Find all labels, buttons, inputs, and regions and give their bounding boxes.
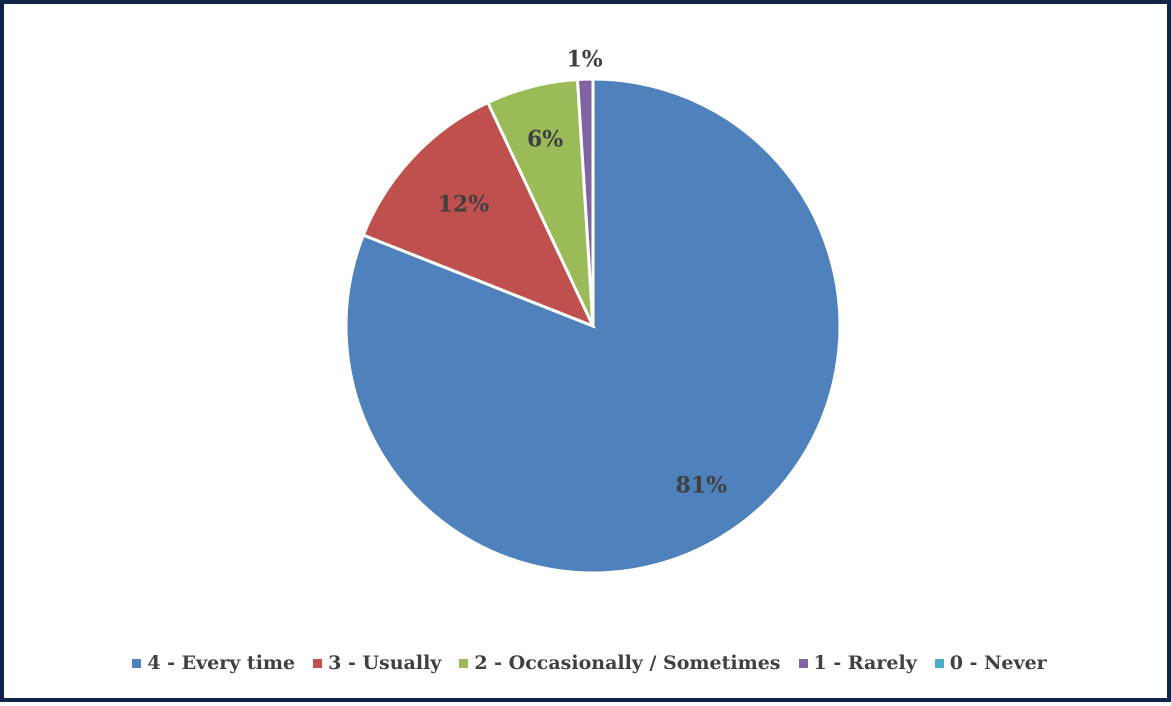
data-label-2-occasionally-sometimes: 6% — [527, 126, 563, 152]
legend-label: 4 - Every time — [147, 652, 296, 674]
legend: 4 - Every time 3 - Usually 2 - Occasiona… — [4, 652, 1171, 674]
legend-item-rarely: 1 - Rarely — [798, 652, 917, 674]
legend-label: 0 - Never — [949, 652, 1047, 674]
data-label-1-rarely: 1% — [567, 46, 603, 72]
legend-swatch — [798, 658, 808, 668]
legend-swatch — [934, 658, 944, 668]
legend-label: 1 - Rarely — [813, 652, 917, 674]
legend-label: 3 - Usually — [328, 652, 442, 674]
pie-data-labels: 81% 12% 6% 1% — [438, 46, 728, 498]
legend-item-usually: 3 - Usually — [313, 652, 441, 674]
legend-swatch — [459, 658, 469, 668]
pie-slice-3-usually — [361, 100, 596, 329]
pie-slices — [344, 77, 842, 575]
data-label-3-usually: 12% — [438, 191, 490, 217]
legend-label: 2 - Occasionally / Sometimes — [474, 652, 781, 674]
legend-item-never: 0 - Never — [934, 652, 1047, 674]
legend-swatch — [132, 658, 142, 668]
pie-chart: 81% 12% 6% 1% — [344, 46, 842, 575]
pie-slice-4-every-time — [344, 77, 842, 575]
legend-item-every-time: 4 - Every time — [132, 652, 295, 674]
legend-swatch — [313, 658, 323, 668]
data-label-4-every-time: 81% — [676, 472, 728, 498]
legend-item-occasionally: 2 - Occasionally / Sometimes — [459, 652, 781, 674]
pie-slice-1-rarely — [575, 77, 595, 327]
